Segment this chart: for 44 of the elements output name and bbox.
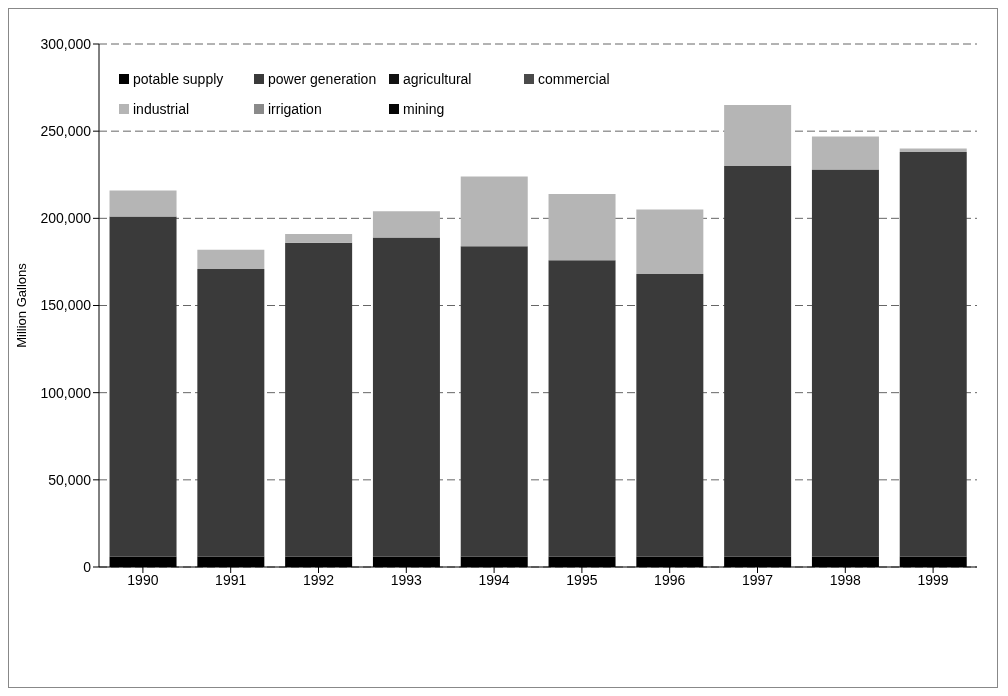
- bar: [285, 242, 353, 557]
- bar: [724, 166, 792, 557]
- x-tick-label: 1998: [829, 571, 862, 588]
- y-tick-label: 250,000: [40, 123, 92, 140]
- legend-label: potable supply: [133, 71, 224, 87]
- bar: [899, 152, 967, 557]
- bar: [636, 274, 704, 557]
- bar: [811, 136, 879, 170]
- y-tick-label: 50,000: [48, 471, 92, 488]
- bar: [548, 193, 616, 261]
- bar: [197, 268, 265, 557]
- y-tick-label: 100,000: [40, 384, 92, 401]
- bar: [197, 249, 265, 269]
- legend-label: industrial: [133, 101, 190, 117]
- x-tick-label: 1999: [917, 571, 949, 588]
- bar: [548, 260, 616, 557]
- x-tick-label: 1994: [478, 571, 510, 588]
- legend-label: agricultural: [403, 71, 472, 87]
- y-tick-label: 200,000: [40, 210, 92, 227]
- x-tick-label: 1990: [127, 571, 159, 588]
- bar: [460, 176, 528, 247]
- bar: [724, 105, 792, 167]
- bar: [460, 246, 528, 557]
- y-tick-label: 300,000: [40, 35, 92, 52]
- bar: [372, 211, 440, 238]
- x-tick-label: 1997: [741, 571, 774, 588]
- bar: [636, 209, 704, 275]
- x-tick-label: 1996: [654, 571, 686, 588]
- legend-label: irrigation: [268, 101, 322, 117]
- legend-label: power generation: [268, 71, 377, 87]
- y-tick-label: 150,000: [40, 297, 92, 314]
- legend-label: mining: [403, 101, 445, 117]
- bar: [109, 190, 177, 217]
- x-tick-label: 1995: [566, 571, 598, 588]
- y-tick-label: 0: [83, 558, 92, 575]
- x-tick-label: 1991: [215, 571, 247, 588]
- bar: [811, 169, 879, 557]
- x-tick-label: 1992: [302, 571, 335, 588]
- bar: [109, 216, 177, 557]
- y-axis-title: Million Gallons: [13, 262, 29, 348]
- x-tick-label: 1993: [390, 571, 423, 588]
- bar: [285, 234, 353, 243]
- legend-label: commercial: [538, 71, 610, 87]
- bar: [372, 237, 440, 557]
